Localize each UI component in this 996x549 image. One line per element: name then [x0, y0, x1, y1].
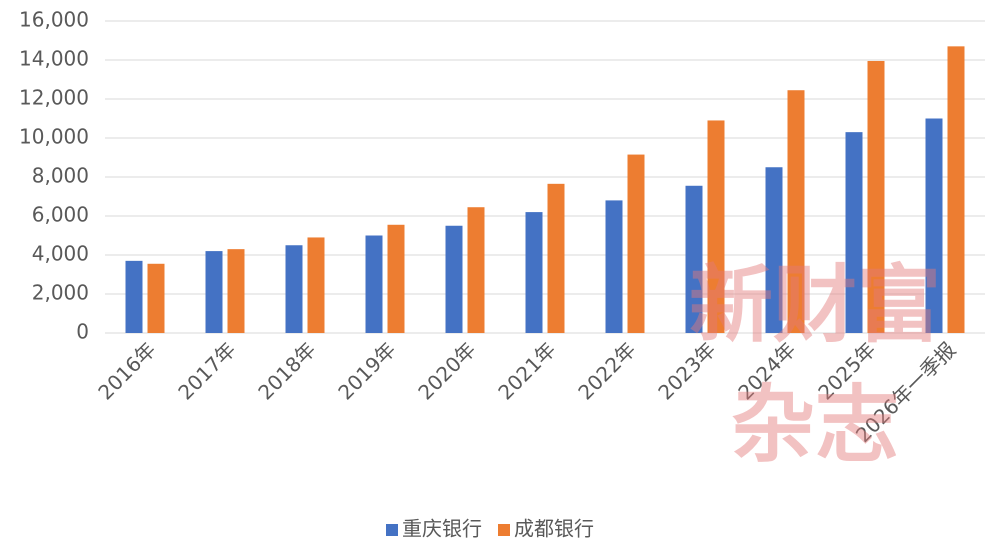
- x-tick-label: 2019年: [333, 337, 400, 404]
- x-tick-label: 2016年: [93, 337, 160, 404]
- legend-label: 重庆银行: [402, 517, 482, 541]
- y-tick-label: 0: [76, 320, 89, 344]
- bar: [925, 118, 943, 333]
- x-tick-label: 2017年: [173, 337, 240, 404]
- bar: [547, 183, 565, 333]
- bar: [867, 60, 885, 333]
- y-tick-label: 6,000: [32, 203, 89, 227]
- legend-swatch: [386, 524, 398, 536]
- bar: [365, 235, 383, 333]
- y-tick-label: 16,000: [19, 8, 89, 32]
- bar: [685, 185, 703, 333]
- bar: [787, 90, 805, 333]
- y-tick-label: 2,000: [32, 281, 89, 305]
- bar: [947, 46, 965, 333]
- y-tick-label: 14,000: [19, 47, 89, 71]
- bar: [227, 249, 245, 333]
- watermark: 新财富: [689, 255, 941, 354]
- x-tick-label: 2021年: [493, 337, 560, 404]
- y-tick-label: 10,000: [19, 125, 89, 149]
- y-tick-label: 12,000: [19, 86, 89, 110]
- bar: [387, 224, 405, 333]
- bar: [285, 245, 303, 333]
- bar: [627, 154, 645, 333]
- legend-label: 成都银行: [514, 517, 594, 541]
- bar: [707, 120, 725, 333]
- bar: [307, 237, 325, 333]
- bar: [525, 212, 543, 333]
- bar: [605, 200, 623, 333]
- bar: [845, 132, 863, 333]
- x-tick-label: 2018年: [253, 337, 320, 404]
- bar: [205, 251, 223, 333]
- bar: [467, 207, 485, 333]
- bar: [147, 263, 165, 333]
- y-tick-label: 4,000: [32, 242, 89, 266]
- y-tick-label: 8,000: [32, 164, 89, 188]
- legend-swatch: [498, 524, 510, 536]
- bar: [765, 167, 783, 333]
- bar: [125, 260, 143, 333]
- x-tick-label: 2022年: [573, 337, 640, 404]
- bar: [445, 225, 463, 333]
- watermark: 杂志: [731, 375, 899, 474]
- x-tick-label: 2020年: [413, 337, 480, 404]
